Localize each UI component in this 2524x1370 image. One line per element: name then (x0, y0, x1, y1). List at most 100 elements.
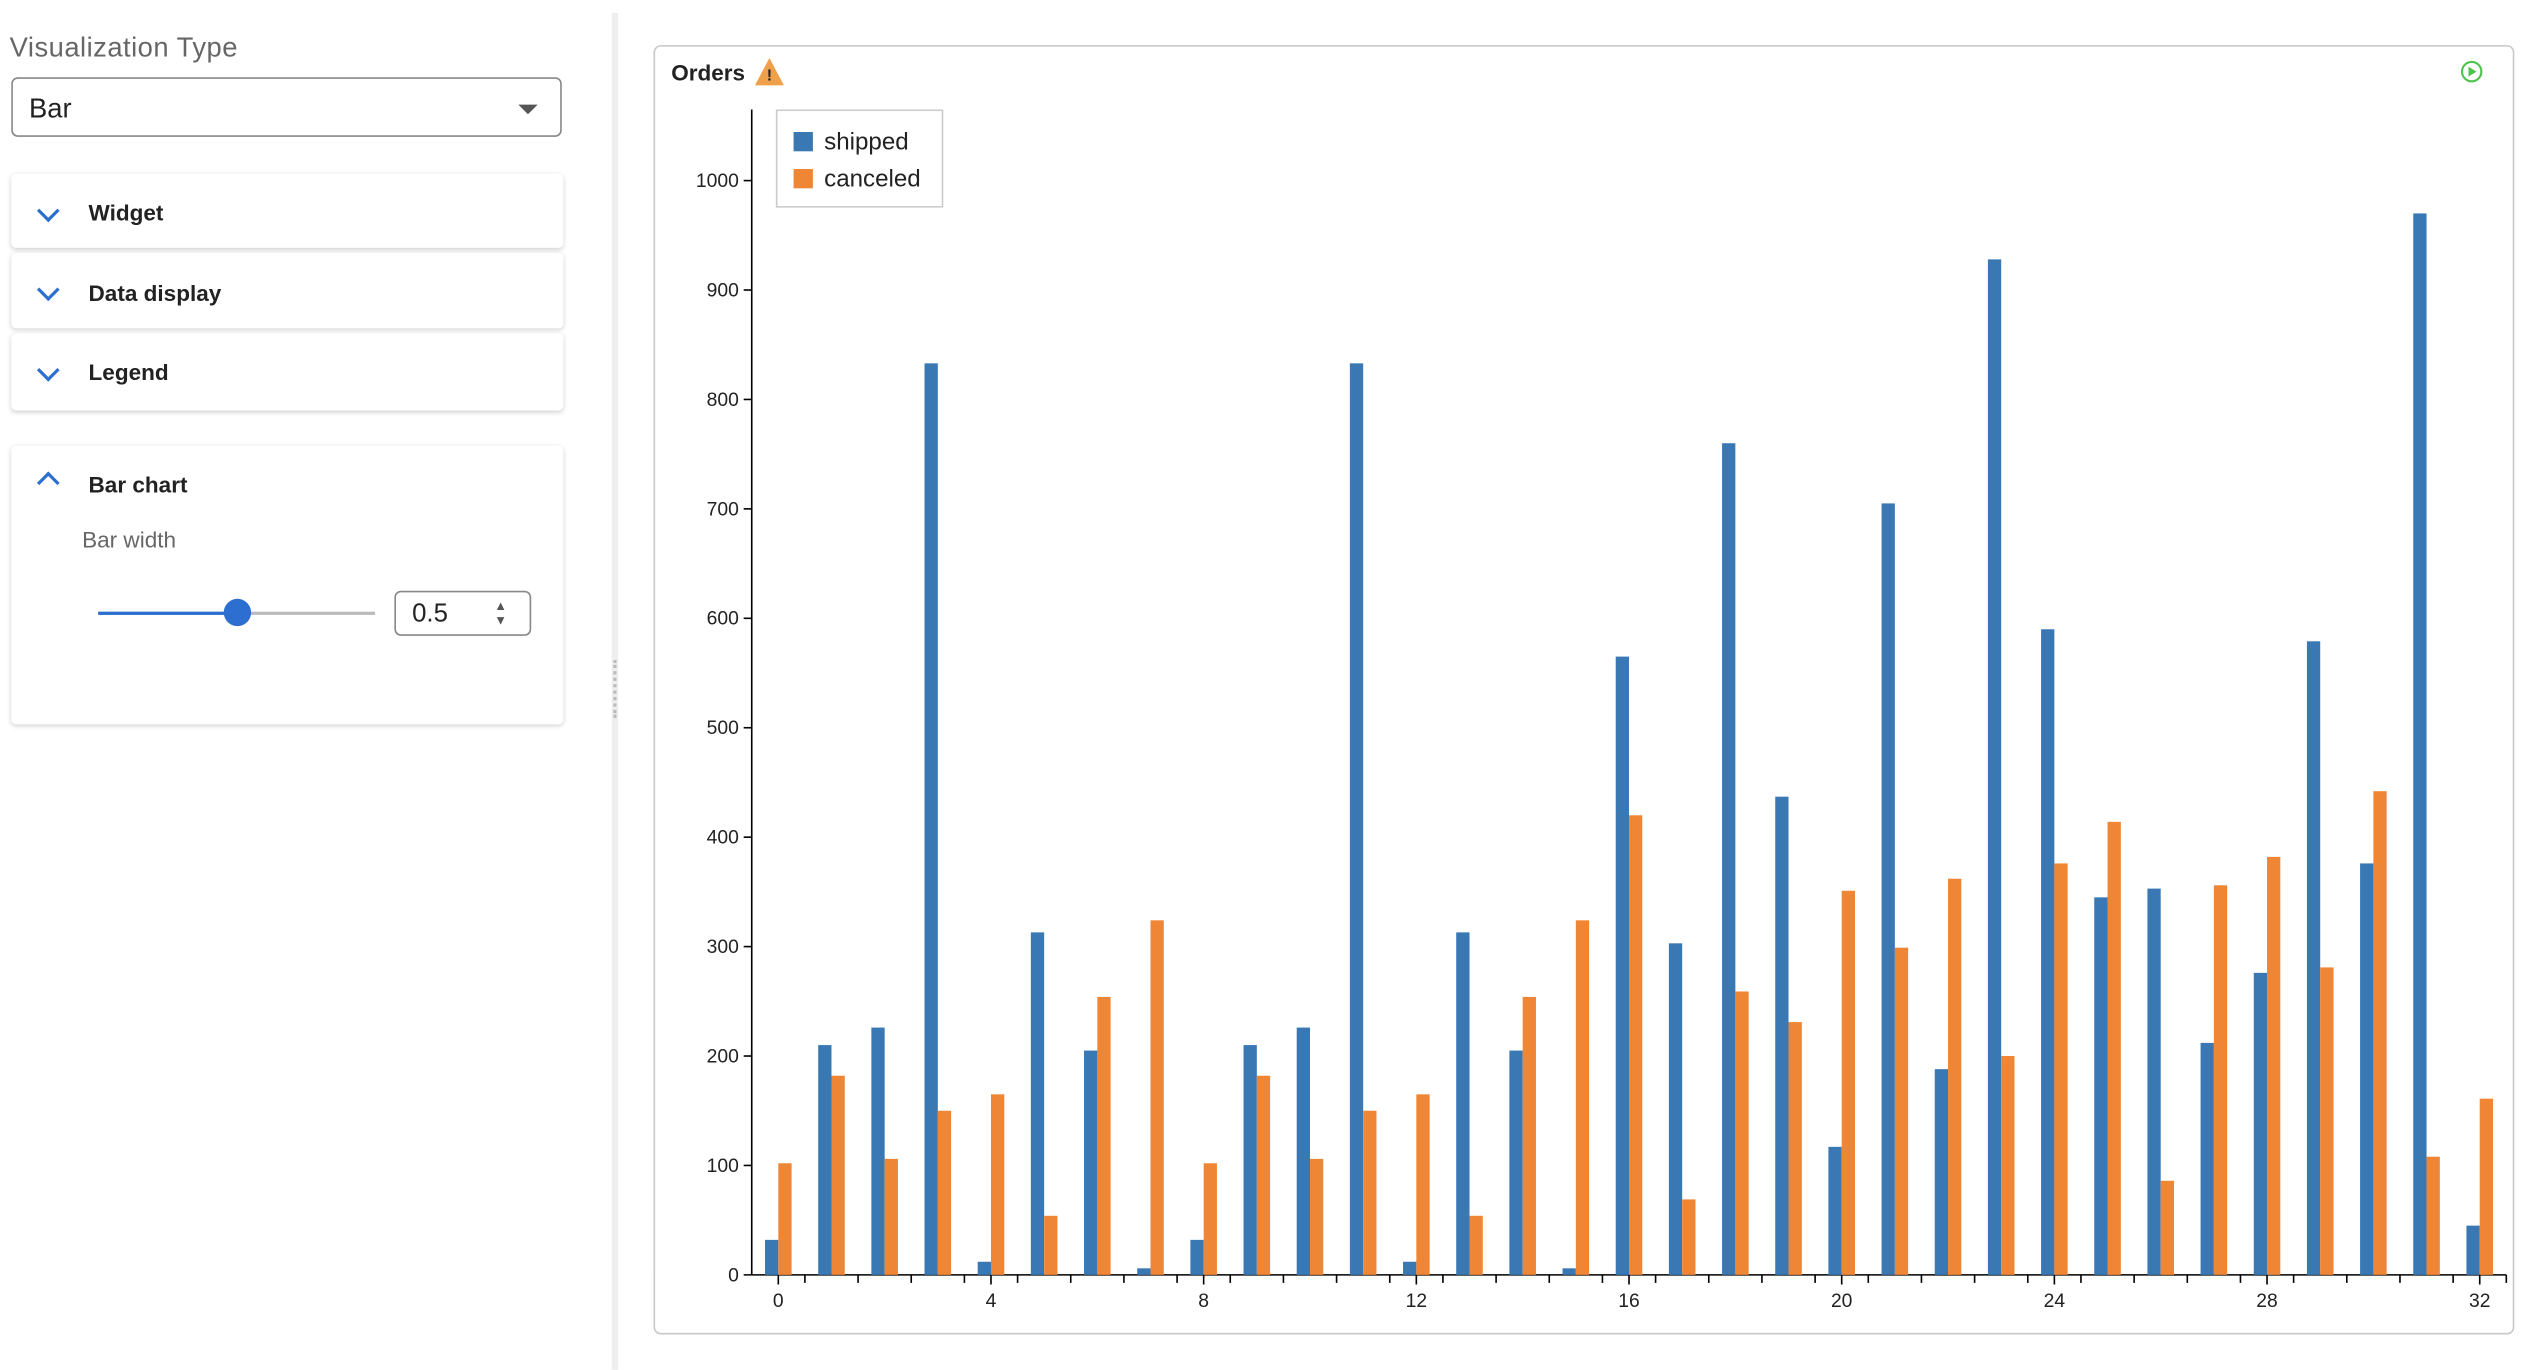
bar (1044, 1215, 1058, 1275)
bar (2107, 821, 2121, 1275)
bar (1948, 878, 1962, 1275)
bar (1030, 932, 1045, 1275)
section-title: Legend (88, 358, 169, 385)
bar (2054, 863, 2068, 1275)
section-title: Widget (88, 199, 164, 226)
bar (1403, 1261, 1417, 1275)
bar (1562, 1268, 1576, 1275)
bar (1469, 1215, 1483, 1275)
bar (2160, 1180, 2174, 1275)
viz-label: Visualization Type (9, 32, 238, 63)
bar (924, 363, 938, 1275)
bar (884, 1158, 898, 1275)
y-tick-label: 400 (707, 828, 739, 849)
accordion[interactable]: Widget (11, 173, 564, 248)
bar (2320, 967, 2334, 1275)
section-title: Data display (88, 280, 222, 306)
field-label: Bar width (82, 526, 177, 553)
bar (2373, 791, 2387, 1275)
slider-thumb[interactable] (223, 598, 252, 627)
x-tick-label: 32 (2469, 1291, 2490, 1312)
bar (1881, 503, 1895, 1275)
y-tick-label: 300 (707, 937, 739, 958)
run-triangle (2468, 66, 2477, 77)
chart-title: Orders (671, 60, 745, 85)
bar (1137, 1268, 1151, 1275)
bar (2213, 885, 2228, 1275)
bar (2426, 1156, 2440, 1275)
run-icon[interactable] (2460, 60, 2483, 83)
bar (2041, 629, 2055, 1275)
bar (1296, 1027, 1311, 1275)
input-value: 0.5 (412, 600, 448, 628)
y-tick-label: 200 (707, 1046, 739, 1067)
y-tick-label: 500 (707, 718, 739, 739)
bar (778, 1163, 792, 1275)
y-tick-label: 100 (707, 1156, 739, 1177)
dropdown-arrow (518, 104, 538, 115)
bar (1416, 1094, 1430, 1275)
bar (2306, 641, 2321, 1275)
bar (1788, 1022, 1802, 1275)
slider-fill (98, 611, 237, 615)
bar (1522, 996, 1536, 1275)
bar (871, 1027, 885, 1275)
x-tick-label: 0 (773, 1291, 784, 1312)
bar (1203, 1163, 1217, 1275)
slider-track[interactable] (98, 598, 376, 627)
x-tick-label: 16 (1618, 1291, 1639, 1312)
y-tick-label: 800 (707, 390, 739, 411)
divider[interactable] (611, 12, 619, 1370)
bar (2466, 1225, 2480, 1275)
bar (1987, 259, 2002, 1275)
bar (1363, 1110, 1377, 1275)
number-input[interactable]: 0.5 ▲ ▼ (394, 590, 532, 636)
spinner[interactable]: ▲ ▼ (494, 598, 508, 628)
viz-select[interactable]: Bar (11, 77, 562, 137)
bar (1575, 920, 1590, 1275)
bar (1841, 890, 1855, 1275)
bar (1828, 1146, 1842, 1275)
accordion[interactable]: Data display (11, 252, 564, 329)
bar (1668, 943, 1683, 1275)
bar (1349, 363, 1364, 1275)
bar (2253, 972, 2268, 1275)
legend-swatch (793, 131, 813, 152)
bar (831, 1075, 845, 1275)
accordion-open: Bar chart Bar width 0.5 ▲ ▼ (11, 445, 564, 725)
legend-swatch (793, 169, 813, 189)
bar (2001, 1056, 2015, 1275)
bar (2413, 213, 2427, 1275)
section-title: Bar chart (88, 471, 188, 498)
bar (1615, 656, 1630, 1275)
bar (1150, 920, 1164, 1275)
bar (1190, 1239, 1204, 1275)
y-tick-label: 700 (707, 499, 739, 520)
bar (818, 1045, 832, 1275)
bar (1629, 815, 1643, 1275)
bar (765, 1239, 779, 1275)
bar (1310, 1158, 1324, 1275)
bar (1084, 1050, 1098, 1275)
x-tick-label: 20 (1831, 1291, 1852, 1312)
bar (1735, 991, 1749, 1275)
y-tick-label: 900 (707, 280, 739, 301)
viz-value: Bar (28, 93, 72, 124)
bar (1775, 796, 1789, 1275)
legend-label: canceled (824, 166, 921, 193)
bar (1097, 996, 1111, 1275)
bar (2267, 856, 2281, 1275)
bar (2094, 897, 2108, 1275)
bar (1456, 932, 1470, 1275)
accordion[interactable]: Legend (11, 333, 564, 411)
warning-icon (754, 57, 784, 86)
bar (1243, 1045, 1257, 1275)
bar (1509, 1050, 1523, 1275)
x-tick-label: 12 (1406, 1291, 1427, 1312)
warning-mark: ! (767, 66, 772, 84)
bar (2479, 1098, 2494, 1275)
bar (1894, 947, 1909, 1275)
